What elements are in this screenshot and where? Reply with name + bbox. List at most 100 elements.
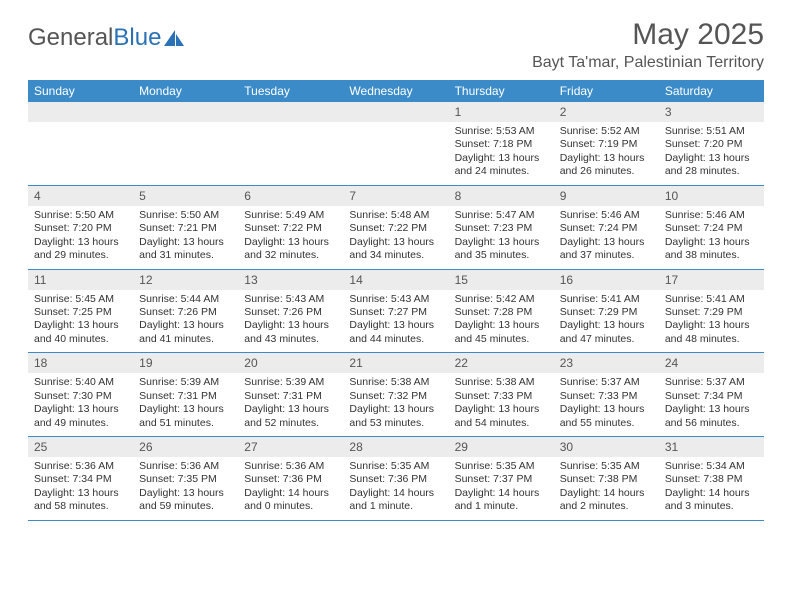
day-number: 30 xyxy=(554,437,659,457)
dow-cell: Monday xyxy=(133,80,238,102)
logo-sail-icon xyxy=(163,29,185,47)
calendar-day: 30Sunrise: 5:35 AMSunset: 7:38 PMDayligh… xyxy=(554,437,659,520)
day-number: 2 xyxy=(554,102,659,122)
day-content: Sunrise: 5:52 AMSunset: 7:19 PMDaylight:… xyxy=(554,122,659,185)
calendar-day: 29Sunrise: 5:35 AMSunset: 7:37 PMDayligh… xyxy=(449,437,554,520)
calendar-day xyxy=(238,102,343,185)
day-number: 23 xyxy=(554,353,659,373)
day-content: Sunrise: 5:46 AMSunset: 7:24 PMDaylight:… xyxy=(659,206,764,269)
calendar-day xyxy=(133,102,238,185)
day-content: Sunrise: 5:43 AMSunset: 7:27 PMDaylight:… xyxy=(343,290,448,353)
calendar-day: 12Sunrise: 5:44 AMSunset: 7:26 PMDayligh… xyxy=(133,270,238,353)
calendar-day: 11Sunrise: 5:45 AMSunset: 7:25 PMDayligh… xyxy=(28,270,133,353)
day-content: Sunrise: 5:41 AMSunset: 7:29 PMDaylight:… xyxy=(659,290,764,353)
day-content xyxy=(343,122,448,131)
day-content: Sunrise: 5:35 AMSunset: 7:36 PMDaylight:… xyxy=(343,457,448,520)
dow-cell: Wednesday xyxy=(343,80,448,102)
day-content: Sunrise: 5:49 AMSunset: 7:22 PMDaylight:… xyxy=(238,206,343,269)
day-number: 9 xyxy=(554,186,659,206)
calendar-day: 21Sunrise: 5:38 AMSunset: 7:32 PMDayligh… xyxy=(343,353,448,436)
calendar-day: 13Sunrise: 5:43 AMSunset: 7:26 PMDayligh… xyxy=(238,270,343,353)
day-number: 17 xyxy=(659,270,764,290)
calendar-day: 6Sunrise: 5:49 AMSunset: 7:22 PMDaylight… xyxy=(238,186,343,269)
calendar-week: 1Sunrise: 5:53 AMSunset: 7:18 PMDaylight… xyxy=(28,102,764,186)
day-number: 18 xyxy=(28,353,133,373)
calendar-day: 8Sunrise: 5:47 AMSunset: 7:23 PMDaylight… xyxy=(449,186,554,269)
day-number: 6 xyxy=(238,186,343,206)
day-number: 26 xyxy=(133,437,238,457)
calendar-day: 18Sunrise: 5:40 AMSunset: 7:30 PMDayligh… xyxy=(28,353,133,436)
day-content: Sunrise: 5:53 AMSunset: 7:18 PMDaylight:… xyxy=(449,122,554,185)
day-content: Sunrise: 5:41 AMSunset: 7:29 PMDaylight:… xyxy=(554,290,659,353)
dow-header: SundayMondayTuesdayWednesdayThursdayFrid… xyxy=(28,80,764,102)
day-number: 29 xyxy=(449,437,554,457)
calendar-day: 15Sunrise: 5:42 AMSunset: 7:28 PMDayligh… xyxy=(449,270,554,353)
day-number: 22 xyxy=(449,353,554,373)
calendar-day: 25Sunrise: 5:36 AMSunset: 7:34 PMDayligh… xyxy=(28,437,133,520)
day-content: Sunrise: 5:45 AMSunset: 7:25 PMDaylight:… xyxy=(28,290,133,353)
calendar-week: 18Sunrise: 5:40 AMSunset: 7:30 PMDayligh… xyxy=(28,353,764,437)
calendar: SundayMondayTuesdayWednesdayThursdayFrid… xyxy=(28,80,764,521)
calendar-day: 27Sunrise: 5:36 AMSunset: 7:36 PMDayligh… xyxy=(238,437,343,520)
calendar-day: 7Sunrise: 5:48 AMSunset: 7:22 PMDaylight… xyxy=(343,186,448,269)
day-content: Sunrise: 5:40 AMSunset: 7:30 PMDaylight:… xyxy=(28,373,133,436)
day-content: Sunrise: 5:43 AMSunset: 7:26 PMDaylight:… xyxy=(238,290,343,353)
day-number: 4 xyxy=(28,186,133,206)
calendar-day xyxy=(343,102,448,185)
calendar-day: 20Sunrise: 5:39 AMSunset: 7:31 PMDayligh… xyxy=(238,353,343,436)
day-number: 31 xyxy=(659,437,764,457)
day-number: 12 xyxy=(133,270,238,290)
day-content: Sunrise: 5:50 AMSunset: 7:21 PMDaylight:… xyxy=(133,206,238,269)
dow-cell: Thursday xyxy=(449,80,554,102)
day-number: 24 xyxy=(659,353,764,373)
calendar-day: 17Sunrise: 5:41 AMSunset: 7:29 PMDayligh… xyxy=(659,270,764,353)
day-number: 13 xyxy=(238,270,343,290)
day-content: Sunrise: 5:46 AMSunset: 7:24 PMDaylight:… xyxy=(554,206,659,269)
day-content: Sunrise: 5:38 AMSunset: 7:32 PMDaylight:… xyxy=(343,373,448,436)
calendar-week: 11Sunrise: 5:45 AMSunset: 7:25 PMDayligh… xyxy=(28,270,764,354)
day-content: Sunrise: 5:42 AMSunset: 7:28 PMDaylight:… xyxy=(449,290,554,353)
calendar-day: 4Sunrise: 5:50 AMSunset: 7:20 PMDaylight… xyxy=(28,186,133,269)
calendar-day: 31Sunrise: 5:34 AMSunset: 7:38 PMDayligh… xyxy=(659,437,764,520)
day-number: 28 xyxy=(343,437,448,457)
dow-cell: Sunday xyxy=(28,80,133,102)
day-content: Sunrise: 5:48 AMSunset: 7:22 PMDaylight:… xyxy=(343,206,448,269)
day-content: Sunrise: 5:34 AMSunset: 7:38 PMDaylight:… xyxy=(659,457,764,520)
day-number: 19 xyxy=(133,353,238,373)
day-number: 7 xyxy=(343,186,448,206)
day-number: 11 xyxy=(28,270,133,290)
calendar-day: 26Sunrise: 5:36 AMSunset: 7:35 PMDayligh… xyxy=(133,437,238,520)
calendar-day: 3Sunrise: 5:51 AMSunset: 7:20 PMDaylight… xyxy=(659,102,764,185)
day-content: Sunrise: 5:36 AMSunset: 7:34 PMDaylight:… xyxy=(28,457,133,520)
day-content: Sunrise: 5:44 AMSunset: 7:26 PMDaylight:… xyxy=(133,290,238,353)
calendar-day xyxy=(28,102,133,185)
calendar-week: 25Sunrise: 5:36 AMSunset: 7:34 PMDayligh… xyxy=(28,437,764,521)
dow-cell: Friday xyxy=(554,80,659,102)
calendar-day: 2Sunrise: 5:52 AMSunset: 7:19 PMDaylight… xyxy=(554,102,659,185)
calendar-week: 4Sunrise: 5:50 AMSunset: 7:20 PMDaylight… xyxy=(28,186,764,270)
day-number: 3 xyxy=(659,102,764,122)
logo: GeneralBlue xyxy=(28,18,185,52)
dow-cell: Tuesday xyxy=(238,80,343,102)
day-number: 8 xyxy=(449,186,554,206)
calendar-day: 14Sunrise: 5:43 AMSunset: 7:27 PMDayligh… xyxy=(343,270,448,353)
day-number: 10 xyxy=(659,186,764,206)
day-content: Sunrise: 5:35 AMSunset: 7:38 PMDaylight:… xyxy=(554,457,659,520)
day-content: Sunrise: 5:39 AMSunset: 7:31 PMDaylight:… xyxy=(133,373,238,436)
calendar-day: 24Sunrise: 5:37 AMSunset: 7:34 PMDayligh… xyxy=(659,353,764,436)
day-number xyxy=(28,102,133,122)
day-content: Sunrise: 5:50 AMSunset: 7:20 PMDaylight:… xyxy=(28,206,133,269)
day-number xyxy=(343,102,448,122)
month-title: May 2025 xyxy=(532,18,764,52)
location: Bayt Ta'mar, Palestinian Territory xyxy=(532,54,764,72)
calendar-day: 9Sunrise: 5:46 AMSunset: 7:24 PMDaylight… xyxy=(554,186,659,269)
day-number: 16 xyxy=(554,270,659,290)
day-content: Sunrise: 5:37 AMSunset: 7:34 PMDaylight:… xyxy=(659,373,764,436)
header: GeneralBlue May 2025 Bayt Ta'mar, Palest… xyxy=(28,18,764,72)
logo-text-2: Blue xyxy=(113,24,161,52)
calendar-day: 28Sunrise: 5:35 AMSunset: 7:36 PMDayligh… xyxy=(343,437,448,520)
day-number: 25 xyxy=(28,437,133,457)
calendar-day: 19Sunrise: 5:39 AMSunset: 7:31 PMDayligh… xyxy=(133,353,238,436)
calendar-day: 1Sunrise: 5:53 AMSunset: 7:18 PMDaylight… xyxy=(449,102,554,185)
day-number: 21 xyxy=(343,353,448,373)
